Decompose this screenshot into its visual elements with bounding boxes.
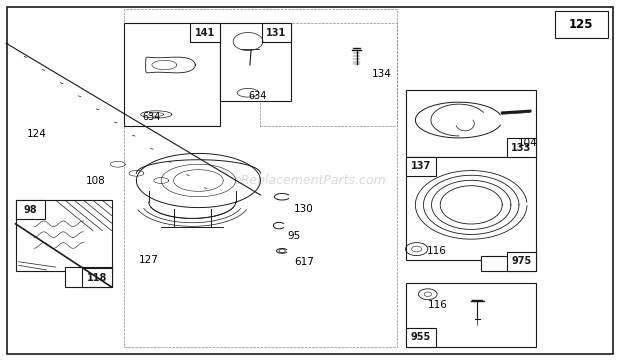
Text: 133: 133 (512, 143, 531, 153)
Bar (555, 11, 608, 38)
Text: 137: 137 (411, 161, 431, 171)
Text: eReplacementParts.com: eReplacementParts.com (234, 174, 386, 187)
Bar (82, 268, 112, 287)
Text: 634: 634 (143, 112, 161, 122)
Text: 116: 116 (427, 246, 446, 256)
Text: 95: 95 (288, 231, 301, 242)
Text: 98: 98 (24, 205, 37, 215)
Text: 634: 634 (248, 91, 267, 101)
Text: 975: 975 (512, 256, 531, 266)
Text: 131: 131 (267, 28, 286, 38)
Bar (480, 256, 536, 271)
Text: 141: 141 (195, 28, 215, 38)
Bar (190, 23, 220, 42)
Text: 955: 955 (411, 332, 431, 342)
Bar (16, 200, 45, 219)
Bar (260, 23, 397, 126)
Text: 104: 104 (518, 138, 538, 148)
Bar (124, 23, 220, 126)
Bar (220, 23, 291, 101)
Bar (406, 157, 436, 176)
Bar (406, 283, 536, 347)
Bar (16, 200, 112, 271)
Text: 124: 124 (27, 129, 47, 139)
Bar (65, 267, 112, 287)
Text: 127: 127 (139, 255, 159, 265)
Text: 130: 130 (294, 204, 314, 214)
Text: 134: 134 (372, 69, 392, 79)
Text: 118: 118 (87, 273, 107, 283)
Bar (262, 23, 291, 42)
Text: 125: 125 (569, 18, 593, 31)
Text: 108: 108 (86, 175, 106, 186)
Bar (406, 90, 536, 157)
Text: 116: 116 (428, 300, 448, 310)
Bar (406, 157, 536, 260)
Bar (507, 252, 536, 271)
Bar (406, 328, 436, 347)
Text: 617: 617 (294, 257, 314, 267)
Bar (507, 138, 536, 157)
Bar (124, 9, 397, 347)
